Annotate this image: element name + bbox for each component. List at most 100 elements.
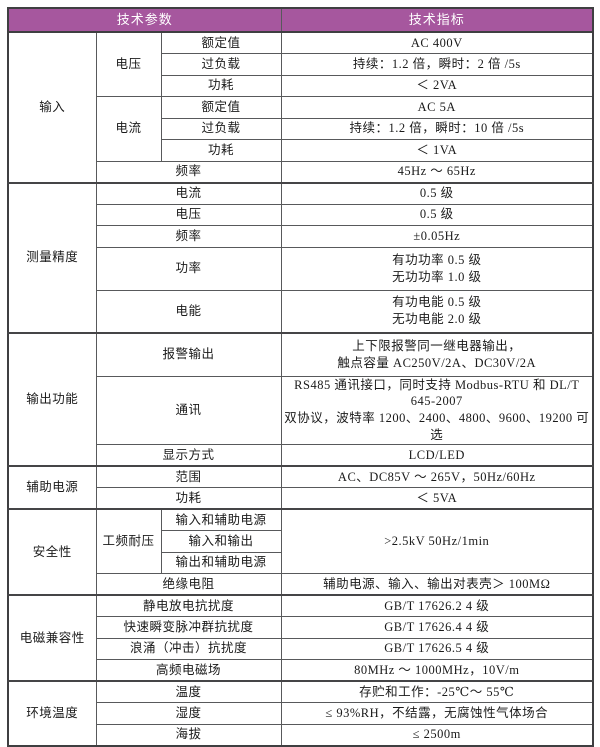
- param-cell: 功耗: [95, 487, 282, 510]
- value-cell: GB/T 17626.5 4 级: [280, 637, 594, 660]
- param-cell: 高频电磁场: [95, 659, 282, 682]
- param-cell: 功耗: [160, 74, 282, 97]
- table-row: 电能 有功电能 0.5 级无功电能 2.0 级: [8, 289, 594, 334]
- value-line: 无功电能 2.0 级: [392, 312, 482, 327]
- value-cell: 上下限报警同一继电器输出， 触点容量 AC250V/2A、DC30V/2A: [280, 332, 594, 377]
- param-cell: 报警输出: [95, 332, 282, 377]
- param-cell: 海拔: [95, 723, 282, 746]
- table-row: 频率 ±0.05Hz: [8, 225, 594, 248]
- value-cell: 0.5 级: [280, 181, 594, 205]
- table-row: 过负载 持续：1.2 倍，瞬时：2 倍 /5s: [8, 53, 594, 76]
- subgroup-cell: 电压: [95, 31, 162, 97]
- group-label-line: 辅助电源: [26, 480, 79, 495]
- table-row: 电磁兼容性 静电放电抗扰度 GB/T 17626.2 4 级: [7, 594, 594, 682]
- table-row: 功率 有功功率 0.5 级无功功率 1.0 级: [8, 246, 594, 291]
- value-cell: GB/T 17626.4 4 级: [280, 616, 594, 639]
- group-label-line: 输入: [39, 99, 66, 114]
- table-row: 输入和输出: [8, 530, 593, 553]
- param-cell: 通讯: [95, 375, 282, 445]
- value-cell: RS485 通讯接口，同时支持 Modbus-RTU 和 DL/T 645-20…: [280, 375, 594, 445]
- param-cell: 输入和输出: [160, 530, 282, 553]
- table-row: 绝缘电阻 辅助电源、输入、输出对表壳＞ 100MΩ: [8, 573, 594, 596]
- group-label-line: 安全性: [32, 544, 72, 559]
- group-cell: 环境温度: [7, 680, 97, 746]
- subgroup-cell: 电流: [95, 96, 162, 162]
- param-cell: 绝缘电阻: [95, 573, 282, 596]
- value-cell: AC 400V: [280, 31, 594, 54]
- param-cell: 浪涌（冲击）抗扰度: [95, 637, 282, 660]
- value-cell: GB/T 17626.2 4 级: [280, 594, 594, 617]
- value-cell: 0.5 级: [280, 203, 594, 226]
- param-cell: 额定值: [160, 31, 282, 54]
- value-cell: 有功功率 0.5 级无功功率 1.0 级: [280, 246, 594, 291]
- value-line: 双协议，波特率 1200、2400、4800、9600、19200 可选: [284, 411, 590, 443]
- value-cell: ＜ 1VA: [280, 139, 594, 162]
- group-label-line: 环境: [26, 705, 53, 720]
- group-cell: 输出功能: [7, 332, 97, 467]
- table-row: 过负载 持续：1.2 倍，瞬时：10 倍 /5s: [8, 117, 594, 140]
- value-cell: ±0.05Hz: [280, 225, 594, 248]
- param-cell: 过负载: [160, 117, 282, 140]
- table-row: 测量精度 电流 0.5 级: [7, 181, 594, 334]
- value-cell: ≤ 93%RH，不结露，无腐蚀性气体场合: [280, 702, 594, 725]
- table-row: 高频电磁场 80MHz ～ 1000MHz，10V/m: [8, 659, 594, 682]
- value-line: 触点容量 AC250V/2A、DC30V/2A: [337, 355, 537, 370]
- param-cell: 额定值: [160, 96, 282, 119]
- param-cell: 电压: [95, 203, 282, 226]
- value-cell: ＜ 2VA: [280, 74, 594, 97]
- group-cell: 测量精度: [7, 181, 97, 334]
- value-cell: 持续：1.2 倍，瞬时：2 倍 /5s: [280, 53, 594, 76]
- table-row: 湿度 ≤ 93%RH，不结露，无腐蚀性气体场合: [8, 702, 594, 725]
- param-cell: 功耗: [160, 139, 282, 162]
- table-row: 快速瞬变脉冲群抗扰度 GB/T 17626.4 4 级: [8, 616, 594, 639]
- value-line: 有功功率 0.5 级: [392, 252, 482, 267]
- param-cell: 功率: [95, 246, 282, 291]
- subgroup-cell: 工频耐压: [95, 508, 162, 574]
- table-row: 辅助电源 范围 AC、DC85V ～ 265V，50Hz/60Hz: [7, 465, 594, 510]
- param-cell: 频率: [95, 160, 282, 183]
- param-cell: 快速瞬变脉冲群抗扰度: [95, 616, 282, 639]
- param-cell: 电能: [95, 289, 282, 334]
- table-row: 输入 电压 额定值 AC 400V: [7, 31, 594, 183]
- group-cell: 电磁兼容性: [7, 594, 97, 682]
- value-cell: ＜ 5VA: [280, 487, 594, 510]
- param-cell: 静电放电抗扰度: [95, 594, 282, 617]
- group-label-line: 输出功能: [26, 392, 79, 407]
- param-cell: 显示方式: [95, 444, 282, 467]
- table-row: 海拔 ≤ 2500m: [8, 723, 594, 746]
- group-cell: 辅助电源: [7, 465, 97, 510]
- value-cell: 45Hz ～ 65Hz: [280, 160, 594, 183]
- table-row: 显示方式 LCD/LED: [8, 444, 594, 467]
- group-cell: 安全性: [7, 508, 97, 596]
- table-row: 频率 45Hz ～ 65Hz: [8, 160, 594, 183]
- value-cell: 持续：1.2 倍，瞬时：10 倍 /5s: [280, 117, 594, 140]
- param-cell: 湿度: [95, 702, 282, 725]
- table-row: 安全性 工频耐压 输入和辅助电源 >2.5kV 50Hz/1min: [7, 508, 594, 596]
- value-cell: 存贮和工作：-25℃～ 55℃: [280, 680, 594, 703]
- param-cell: 范围: [95, 465, 282, 488]
- table-row: 浪涌（冲击）抗扰度 GB/T 17626.5 4 级: [8, 637, 594, 660]
- param-cell: 输出和辅助电源: [160, 551, 282, 574]
- value-cell: 辅助电源、输入、输出对表壳＞ 100MΩ: [280, 573, 594, 596]
- spec-sheet-page: 技术参数 技术指标 输入 电压 额定值 AC 400V 过负载 持续：1.2 倍，瞬时：2…: [7, 7, 595, 747]
- group-label-line: 电磁兼容性: [19, 630, 85, 645]
- technical-spec-table: 技术参数 技术指标 输入 电压 额定值 AC 400V 过负载 持续：1.2 倍，瞬时：2…: [7, 7, 595, 747]
- table-header-row: 技术参数 技术指标: [7, 7, 594, 33]
- param-cell: 过负载: [160, 53, 282, 76]
- header-cell-indicators: 技术指标: [280, 7, 594, 33]
- value-cell: AC 5A: [280, 96, 594, 119]
- param-cell: 电流: [95, 181, 282, 205]
- value-line: 上下限报警同一继电器输出，: [352, 338, 522, 353]
- value-cell: 有功电能 0.5 级无功电能 2.0 级: [280, 289, 594, 334]
- table-row: 功耗＜ 2VA: [8, 74, 594, 97]
- table-row: 输出功能 报警输出 上下限报警同一继电器输出， 触点容量 AC250V/2A、DC30…: [7, 332, 594, 467]
- table-row: 功耗＜ 5VA: [8, 487, 594, 510]
- table-row: 输出和辅助电源: [8, 551, 593, 574]
- table-row: 电流 额定值 AC 5A: [8, 96, 594, 162]
- value-cell: ≤ 2500m: [280, 723, 594, 746]
- value-line: 无功功率 1.0 级: [392, 269, 482, 284]
- table-row: 通讯 RS485 通讯接口，同时支持 Modbus-RTU 和 DL/T 645-…: [8, 375, 594, 445]
- header-cell-parameters: 技术参数: [7, 7, 282, 33]
- param-cell: 输入和辅助电源: [160, 508, 282, 531]
- value-line: 有功电能 0.5 级: [392, 295, 482, 310]
